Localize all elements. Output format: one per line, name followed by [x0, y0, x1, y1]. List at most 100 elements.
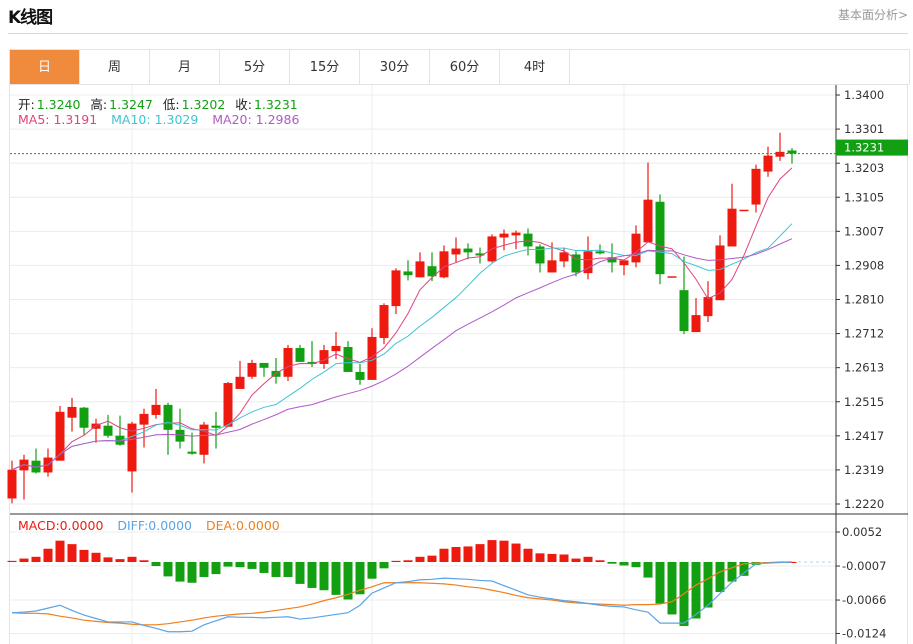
- tab-60min[interactable]: 60分: [430, 50, 500, 85]
- candle-up: [367, 336, 377, 380]
- high-value: 1.3247: [109, 97, 153, 112]
- macd-bar: [487, 540, 497, 562]
- macd-bar: [499, 540, 509, 562]
- macd-bar: [175, 562, 185, 582]
- candle-up: [763, 155, 773, 172]
- macd-bar: [307, 562, 317, 588]
- candle-down: [571, 254, 581, 273]
- candle-up: [715, 245, 725, 301]
- candle-down: [679, 290, 689, 332]
- price-tick-label: 1.2908: [844, 258, 884, 272]
- ma-info: MA5: 1.3191 MA10: 1.3029 MA20: 1.2986: [18, 112, 301, 127]
- candle-up: [703, 297, 713, 317]
- macd-bar: [583, 556, 593, 562]
- candle-down: [211, 425, 221, 428]
- candle-up: [775, 151, 785, 157]
- price-tick-label: 1.2613: [844, 361, 884, 375]
- ma10-value: MA10: 1.3029: [111, 112, 199, 127]
- price-tick-label: 1.2319: [844, 463, 884, 477]
- candle-down: [787, 150, 797, 154]
- price-tick-label: 1.3105: [844, 190, 884, 204]
- candle-up: [739, 209, 749, 212]
- macd-bar: [739, 562, 749, 576]
- macd-bar: [415, 556, 425, 562]
- price-tick-label: 1.2220: [844, 497, 884, 511]
- candle-up: [727, 208, 737, 247]
- candle-down: [595, 251, 605, 254]
- macd-bar: [703, 562, 713, 608]
- candle-up: [631, 233, 641, 263]
- macd-bar: [571, 558, 581, 562]
- macd-tick-label: -0.0007: [842, 559, 886, 573]
- candle-up: [55, 411, 65, 461]
- high-label: 高:: [90, 97, 108, 112]
- candle-up: [415, 261, 425, 278]
- macd-info: MACD:0.0000 DIFF:0.0000 DEA:0.0000: [18, 518, 282, 533]
- fundamental-analysis-link[interactable]: 基本面分析>: [837, 8, 908, 22]
- macd-bar: [475, 544, 485, 562]
- macd-bar: [331, 562, 341, 595]
- candle-up: [667, 276, 677, 278]
- macd-bar: [535, 553, 545, 562]
- candle-up: [559, 252, 569, 262]
- macd-bar: [691, 562, 701, 619]
- macd-bar: [715, 562, 725, 592]
- candle-down: [175, 429, 185, 442]
- open-value: 1.3240: [36, 97, 81, 112]
- price-tick-label: 1.2810: [844, 293, 884, 307]
- macd-bar: [367, 562, 377, 579]
- tab-week[interactable]: 周: [80, 50, 150, 85]
- macd-bar: [151, 562, 161, 567]
- timeframe-tabs: 日 周 月 5分 15分 30分 60分 4时: [9, 49, 910, 85]
- tab-5min[interactable]: 5分: [220, 50, 290, 85]
- candle-up: [499, 233, 509, 238]
- candle-up: [235, 376, 245, 389]
- macd-tick-label: -0.0066: [842, 593, 886, 607]
- candle-down: [607, 257, 617, 263]
- candle-down: [163, 404, 173, 430]
- tab-4hour[interactable]: 4时: [500, 50, 570, 85]
- macd-bar: [211, 562, 221, 575]
- macd-bar: [247, 562, 257, 569]
- macd-bar: [547, 553, 557, 562]
- candle-down: [655, 201, 665, 275]
- candle-down: [103, 425, 113, 436]
- divider: [8, 33, 908, 34]
- candle-down: [403, 271, 413, 276]
- candle-up: [751, 168, 761, 205]
- candle-up: [7, 469, 17, 499]
- close-label: 收:: [235, 97, 252, 112]
- macd-tick-label: 0.0052: [842, 525, 882, 539]
- macd-bar: [667, 562, 677, 615]
- low-value: 1.3202: [181, 97, 226, 112]
- macd-bar: [139, 560, 149, 562]
- tab-15min[interactable]: 15分: [290, 50, 360, 85]
- macd-bar: [259, 562, 269, 573]
- candle-down: [307, 361, 317, 364]
- tab-30min[interactable]: 30分: [360, 50, 430, 85]
- candle-up: [319, 350, 329, 364]
- macd-value: MACD:0.0000: [18, 518, 104, 533]
- tab-day[interactable]: 日: [10, 50, 80, 85]
- macd-bar: [319, 562, 329, 591]
- current-price-tag: [836, 139, 908, 156]
- price-tick-label: 1.3007: [844, 224, 884, 238]
- diff-line: [11, 561, 793, 633]
- tab-month[interactable]: 月: [150, 50, 220, 85]
- macd-bar: [91, 552, 101, 562]
- macd-bar: [163, 562, 173, 577]
- macd-bar: [235, 562, 245, 568]
- macd-bar: [7, 560, 17, 562]
- candle-up: [223, 383, 233, 427]
- chart-panel: [9, 84, 908, 644]
- macd-bar: [355, 562, 365, 595]
- candle-down: [79, 407, 89, 428]
- candle-up: [331, 345, 341, 352]
- candle-up: [91, 423, 101, 429]
- ma20-line: [11, 238, 793, 471]
- candle-down: [259, 362, 269, 368]
- open-label: 开:: [18, 97, 35, 112]
- page-title: K线图: [8, 8, 53, 28]
- macd-bar: [631, 562, 641, 568]
